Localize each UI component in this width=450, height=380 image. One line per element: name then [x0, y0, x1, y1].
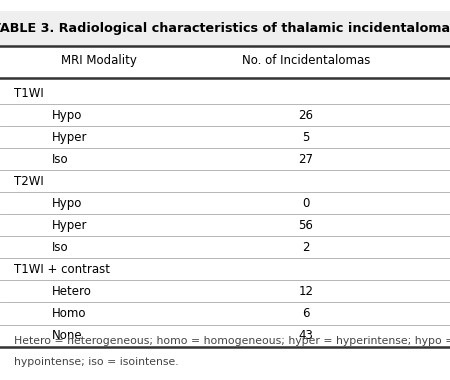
Text: T1WI + contrast: T1WI + contrast [14, 263, 109, 276]
Text: MRI Modality: MRI Modality [61, 54, 137, 67]
Text: TABLE 3. Radiological characteristics of thalamic incidentalomas: TABLE 3. Radiological characteristics of… [0, 22, 450, 35]
Text: Hypo: Hypo [52, 197, 82, 210]
Text: Iso: Iso [52, 153, 68, 166]
Text: Hetero: Hetero [52, 285, 92, 298]
Text: None: None [52, 329, 82, 342]
Text: T1WI: T1WI [14, 87, 43, 100]
Text: Iso: Iso [52, 241, 68, 254]
Text: Hetero = heterogeneous; homo = homogeneous; hyper = hyperintense; hypo =: Hetero = heterogeneous; homo = homogeneo… [14, 336, 450, 346]
Text: Hypo: Hypo [52, 109, 82, 122]
Text: Hyper: Hyper [52, 131, 87, 144]
Text: 2: 2 [302, 241, 310, 254]
Text: Homo: Homo [52, 307, 86, 320]
Text: Hyper: Hyper [52, 219, 87, 232]
Text: 43: 43 [298, 329, 314, 342]
Text: 6: 6 [302, 307, 310, 320]
Text: No. of Incidentalomas: No. of Incidentalomas [242, 54, 370, 67]
Text: T2WI: T2WI [14, 175, 43, 188]
Text: 27: 27 [298, 153, 314, 166]
Text: 26: 26 [298, 109, 314, 122]
Text: hypointense; iso = isointense.: hypointense; iso = isointense. [14, 357, 178, 367]
Text: 0: 0 [302, 197, 310, 210]
Text: 5: 5 [302, 131, 310, 144]
Text: 56: 56 [298, 219, 314, 232]
Text: 12: 12 [298, 285, 314, 298]
Bar [0, 11, 450, 46]
